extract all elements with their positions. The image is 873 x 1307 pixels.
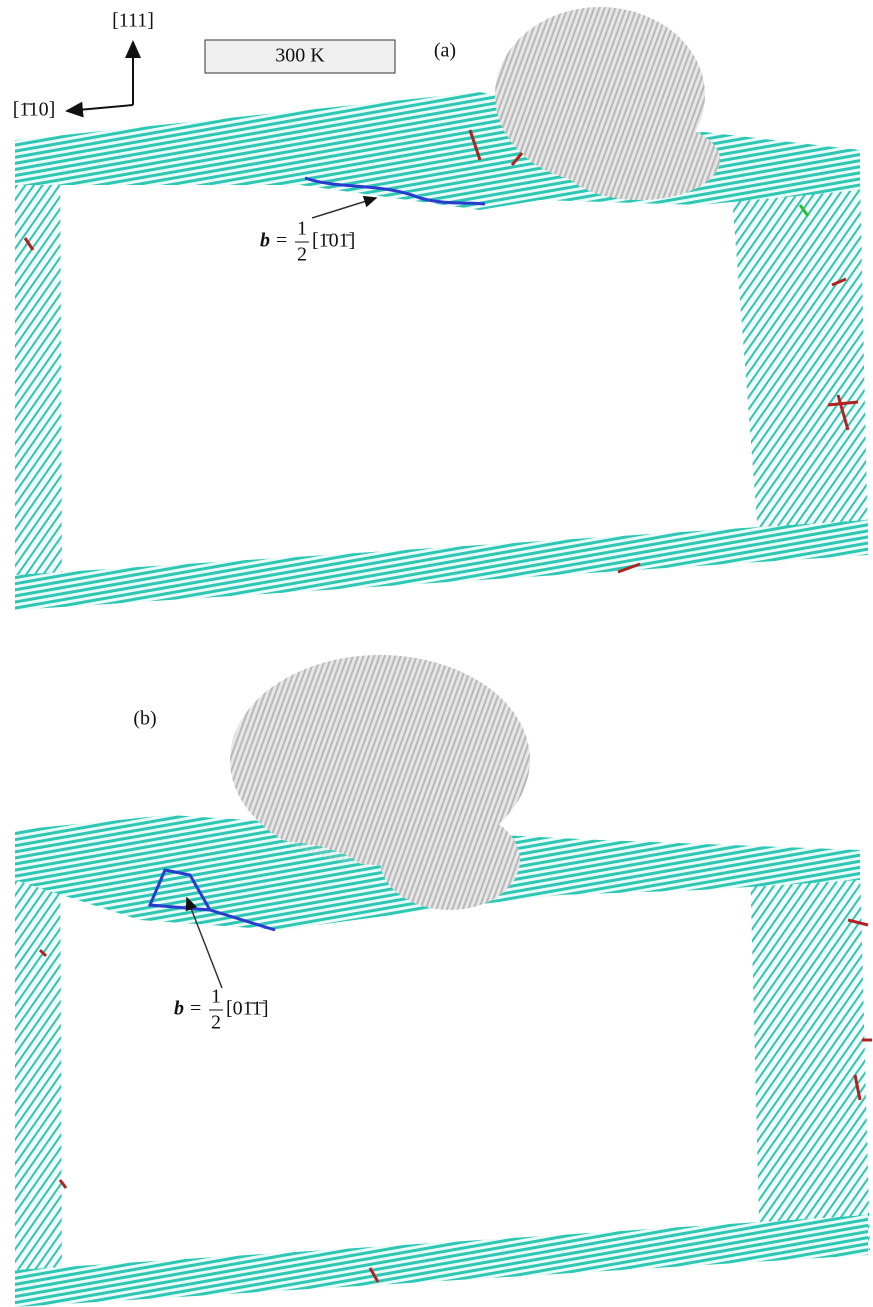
burgers-numerator: 1 xyxy=(297,218,307,240)
amorphous-cloud xyxy=(380,810,520,910)
burgers-numerator: 1 xyxy=(211,986,221,1008)
burgers-vector: [1̄01̄] xyxy=(312,230,355,252)
burgers-equals: = xyxy=(190,998,201,1020)
burgers-symbol: b xyxy=(174,998,184,1020)
top-slab xyxy=(15,92,860,210)
left-wall xyxy=(15,140,62,600)
burgers-denominator: 2 xyxy=(211,1012,221,1034)
panel-a: (a) b = 1 2 [1̄01̄] xyxy=(15,7,868,610)
burgers-vector: [01̄1̄] xyxy=(226,998,269,1020)
orientation-axes: [111] [1̄10] xyxy=(13,10,154,121)
axis-left-label: [1̄10] xyxy=(13,99,56,121)
figure: [111] [1̄10] 300 K (a) b = 1 2 [1̄01̄] (… xyxy=(0,0,873,1307)
panel-label: (b) xyxy=(133,708,156,730)
axis-arrow-left xyxy=(67,105,133,111)
bottom-slab xyxy=(15,520,868,610)
annotation-arrow xyxy=(312,198,376,218)
panel-b: (b) b = 1 2 [01̄1̄] xyxy=(15,655,872,1307)
burgers-equals: = xyxy=(276,230,287,252)
axis-up-label: [111] xyxy=(112,10,154,32)
bottom-slab xyxy=(15,1215,868,1307)
right-wall xyxy=(730,170,868,560)
amorphous-cloud xyxy=(560,120,720,200)
burgers-symbol: b xyxy=(260,230,270,252)
left-wall xyxy=(15,830,62,1300)
temperature-label: 300 K xyxy=(275,45,325,67)
burgers-denominator: 2 xyxy=(297,244,307,266)
panel-label: (a) xyxy=(434,40,456,62)
